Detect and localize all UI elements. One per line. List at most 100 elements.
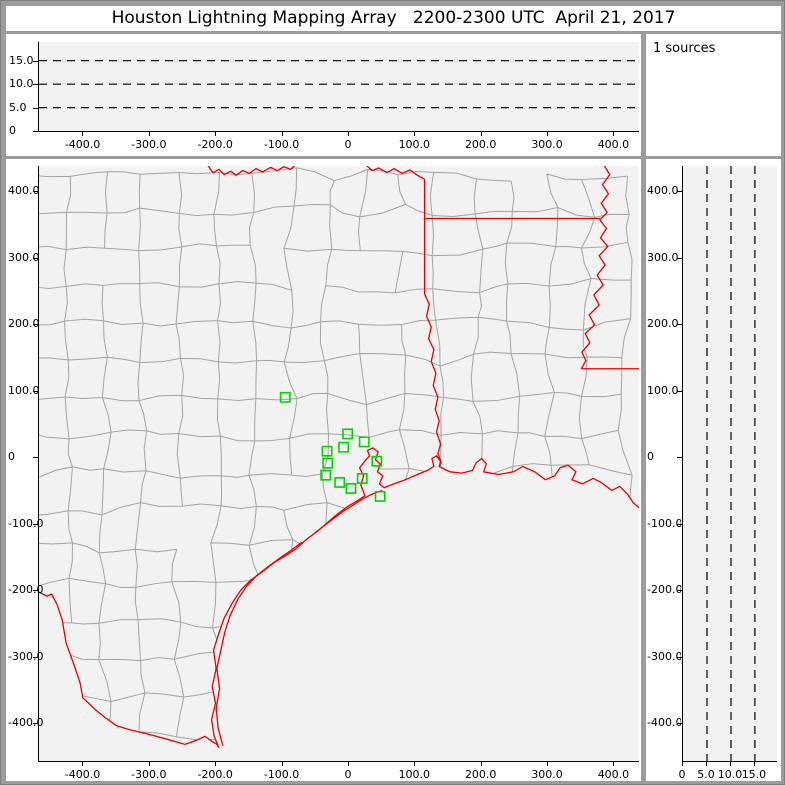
y-axis-tick bbox=[677, 191, 682, 193]
x-tick-label: -300.0 bbox=[131, 768, 167, 781]
y-tick-label: -200.0 bbox=[647, 583, 681, 597]
y-tick-label: 10.0 bbox=[9, 77, 34, 91]
y-tick-label: -400.0 bbox=[8, 716, 44, 730]
x-tick-label: -300.0 bbox=[131, 138, 167, 151]
x-tick-label: 200.0 bbox=[464, 138, 497, 151]
dashed-altitude-gridlines bbox=[39, 60, 639, 109]
y-axis-tick bbox=[33, 390, 38, 392]
y-axis-tick bbox=[677, 656, 682, 658]
x-tick-label: 100.0 bbox=[398, 768, 431, 781]
y-tick-label: -300.0 bbox=[8, 649, 44, 663]
lma-station-marker bbox=[358, 474, 367, 483]
x-tick-label: -200.0 bbox=[197, 768, 233, 781]
sources-count-label: 1 sources bbox=[653, 41, 716, 56]
x-axis-tick bbox=[682, 762, 683, 766]
x-axis-tick bbox=[480, 762, 482, 766]
x-axis-tick bbox=[547, 762, 549, 766]
x-tick-label: 100.0 bbox=[398, 138, 431, 151]
lma-station-marker bbox=[322, 447, 331, 456]
y-tick-label: -100.0 bbox=[8, 516, 44, 530]
y-tick-label: 400.0 bbox=[647, 184, 679, 198]
state-boundary-lines bbox=[39, 166, 639, 748]
y-axis-tick bbox=[677, 590, 682, 592]
x-axis-tick bbox=[148, 762, 150, 766]
x-tick-label: 0 bbox=[344, 768, 352, 781]
x-axis-tick bbox=[613, 132, 615, 136]
y-tick-label: 100.0 bbox=[8, 383, 40, 397]
x-axis-tick bbox=[215, 762, 217, 766]
y-tick-label: 200.0 bbox=[8, 317, 40, 331]
dashed-altitude-gridlines bbox=[706, 166, 756, 761]
x-tick-label: -100.0 bbox=[263, 138, 300, 151]
y-tick-label: -300.0 bbox=[647, 649, 681, 663]
x-axis-tick bbox=[705, 762, 707, 766]
y-tick-label: -100.0 bbox=[647, 516, 681, 530]
x-tick-label: 300.0 bbox=[531, 768, 563, 781]
y-tick-label: 300.0 bbox=[8, 250, 40, 264]
y-tick-label: 0 bbox=[9, 124, 16, 137]
altitude-northsouth-plot-area[interactable] bbox=[682, 166, 777, 762]
x-tick-label: 400.0 bbox=[597, 768, 630, 781]
y-tick-label: 300.0 bbox=[647, 250, 679, 264]
x-tick-label: 200.0 bbox=[464, 768, 497, 781]
y-axis-tick bbox=[677, 257, 682, 259]
panel-plan-view-map: -400.0 -300.0 -200.0 -100.0 0 100.0 200.0 300.0… bbox=[6, 159, 641, 781]
x-tick-label: -200.0 bbox=[197, 138, 233, 151]
y-axis-tick bbox=[33, 656, 38, 658]
x-axis-tick bbox=[753, 762, 755, 766]
y-axis-tick bbox=[677, 457, 682, 459]
county-boundaries bbox=[39, 168, 632, 761]
lma-station-marker bbox=[343, 429, 352, 438]
x-axis-tick bbox=[82, 762, 84, 766]
altitude-eastwest-plot-area[interactable] bbox=[38, 42, 639, 132]
x-axis-tick bbox=[414, 762, 416, 766]
panel-altitude-vs-northsouth: 0 5.0 10.0 15.0 400.0 300.0 200.0 100.0 0 -100.0 -… bbox=[646, 159, 781, 781]
x-tick-label: 15.0 bbox=[741, 768, 767, 781]
x-tick-label: 400.0 bbox=[597, 138, 630, 151]
y-axis-tick bbox=[677, 390, 682, 392]
x-tick-label: 300.0 bbox=[531, 138, 563, 151]
x-tick-label: 0 bbox=[344, 138, 352, 151]
y-axis-tick bbox=[33, 523, 38, 525]
x-axis-tick bbox=[480, 132, 482, 136]
lma-station-marker bbox=[346, 484, 355, 493]
y-axis-tick bbox=[33, 84, 38, 86]
x-tick-label: 10.0 bbox=[717, 768, 743, 781]
x-axis-tick bbox=[547, 132, 549, 136]
y-axis-tick bbox=[33, 457, 38, 459]
lma-station-marker bbox=[360, 437, 369, 446]
plot-title: Houston Lightning Mapping Array 2200-230… bbox=[6, 6, 781, 31]
lma-station-marker bbox=[281, 393, 290, 402]
lma-station-marker bbox=[376, 492, 385, 501]
lma-station-marker bbox=[339, 443, 348, 452]
x-tick-label: -400.0 bbox=[64, 138, 101, 151]
x-axis-tick bbox=[281, 762, 283, 766]
x-tick-label: -100.0 bbox=[263, 768, 300, 781]
y-axis-tick bbox=[33, 60, 38, 62]
y-tick-label: 200.0 bbox=[647, 317, 679, 331]
panel-altitude-vs-eastwest: -400.0 -300.0 -200.0 -100.0 0 100.0 200.0 300.0… bbox=[6, 34, 641, 156]
x-axis-tick bbox=[148, 132, 150, 136]
y-axis-tick bbox=[677, 723, 682, 725]
y-tick-label: 0 bbox=[647, 450, 654, 464]
y-axis-tick bbox=[33, 257, 38, 259]
x-axis-tick bbox=[215, 132, 217, 136]
map-canvas bbox=[39, 166, 639, 761]
x-tick-label: 5.0 bbox=[697, 768, 715, 781]
y-axis-tick bbox=[33, 590, 38, 592]
x-axis-tick bbox=[613, 762, 615, 766]
y-tick-label: 0 bbox=[8, 450, 15, 464]
lma-station-marker bbox=[323, 459, 332, 468]
y-axis-tick bbox=[33, 723, 38, 725]
plan-view-map-plot-area[interactable] bbox=[38, 166, 639, 762]
y-axis-tick bbox=[33, 324, 38, 326]
y-axis-tick bbox=[33, 191, 38, 193]
y-tick-label: 5.0 bbox=[9, 100, 27, 114]
y-axis-tick bbox=[33, 131, 38, 132]
y-tick-label: 100.0 bbox=[647, 383, 679, 397]
lma-station-marker bbox=[372, 457, 381, 466]
x-axis-tick bbox=[347, 762, 349, 766]
y-axis-tick bbox=[677, 324, 682, 326]
y-tick-label: 15.0 bbox=[9, 53, 34, 67]
